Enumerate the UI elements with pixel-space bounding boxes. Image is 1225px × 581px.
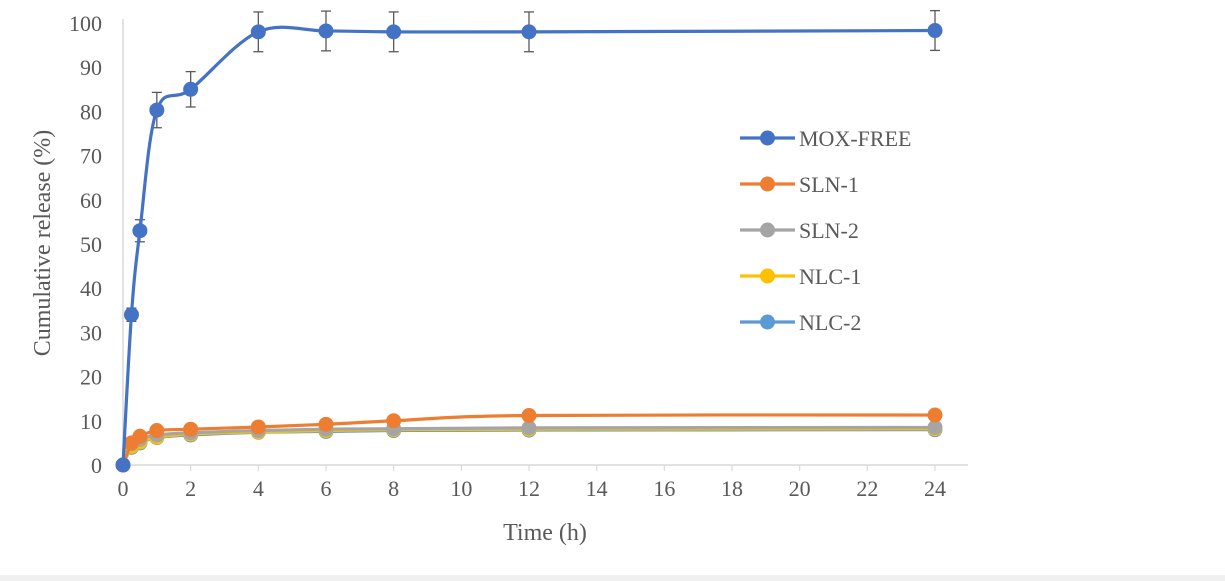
data-point <box>318 23 334 39</box>
legend-label: SLN-2 <box>799 218 859 243</box>
x-tick-label: 12 <box>518 476 540 501</box>
data-point <box>521 420 537 436</box>
x-tick-label: 2 <box>185 476 196 501</box>
data-point <box>250 24 266 40</box>
data-point <box>386 24 402 40</box>
data-point <box>123 307 139 323</box>
y-tick-label: 50 <box>80 232 102 257</box>
legend-item-sln-1: SLN-1 <box>740 172 859 197</box>
y-tick-label: 70 <box>80 144 102 169</box>
legend-label: MOX-FREE <box>799 126 911 151</box>
legend-marker <box>760 130 775 146</box>
x-tick-label: 10 <box>450 476 472 501</box>
series-sln-1 <box>115 407 943 473</box>
data-point <box>521 24 537 40</box>
legend-label: NLC-1 <box>799 264 861 289</box>
data-point <box>132 223 148 239</box>
legend-marker <box>760 314 775 330</box>
data-point <box>927 23 943 39</box>
x-tick-label: 6 <box>321 476 332 501</box>
data-point <box>521 407 537 423</box>
data-point <box>183 81 199 97</box>
y-tick-label: 100 <box>69 11 102 36</box>
axes <box>122 19 968 471</box>
y-tick-label: 60 <box>80 188 102 213</box>
legend-item-nlc-2: NLC-2 <box>740 310 861 335</box>
legend: MOX-FREE SLN-1 SLN-2 NLC-1 NLC-2 <box>740 126 911 335</box>
x-tick-label: 14 <box>586 476 608 501</box>
x-tick-label: 24 <box>924 476 946 501</box>
legend-item-mox-free: MOX-FREE <box>740 126 911 151</box>
legend-marker <box>760 268 775 284</box>
legend-label: NLC-2 <box>799 310 861 335</box>
legend-marker <box>760 222 775 238</box>
y-tick-labels: 0 10 20 30 40 50 60 70 80 90 100 <box>69 11 102 478</box>
data-point <box>250 419 266 435</box>
y-tick-label: 20 <box>80 365 102 390</box>
legend-item-nlc-1: NLC-1 <box>740 264 861 289</box>
legend-item-sln-2: SLN-2 <box>740 218 859 243</box>
data-point <box>115 457 131 473</box>
x-tick-label: 4 <box>253 476 264 501</box>
series-mox-free <box>115 9 943 473</box>
x-tick-labels: 0 2 4 6 8 10 12 14 16 18 20 22 24 <box>118 476 947 501</box>
y-tick-label: 90 <box>80 55 102 80</box>
series-layer <box>115 9 943 473</box>
data-point <box>183 421 199 437</box>
y-tick-label: 10 <box>80 409 102 434</box>
x-axis-title: Time (h) <box>503 520 587 546</box>
x-tick-label: 18 <box>721 476 743 501</box>
y-tick-label: 80 <box>80 99 102 124</box>
x-tick-label: 0 <box>118 476 129 501</box>
x-tick-label: 20 <box>789 476 811 501</box>
y-tick-label: 40 <box>80 276 102 301</box>
bottom-border <box>0 575 1225 581</box>
data-point <box>318 416 334 432</box>
y-axis-title: Cumulative release (%) <box>30 130 56 357</box>
y-tick-label: 0 <box>91 453 102 478</box>
data-point <box>149 102 165 118</box>
data-point <box>149 423 165 439</box>
y-tick-label: 30 <box>80 320 102 345</box>
x-tick-label: 8 <box>388 476 399 501</box>
data-point <box>927 419 943 435</box>
data-point <box>386 413 402 429</box>
x-tick-label: 22 <box>856 476 878 501</box>
data-point <box>132 428 148 444</box>
x-tick-label: 16 <box>653 476 675 501</box>
legend-marker <box>760 176 775 192</box>
legend-label: SLN-1 <box>799 172 859 197</box>
series-line <box>121 25 936 466</box>
data-point <box>927 407 943 423</box>
